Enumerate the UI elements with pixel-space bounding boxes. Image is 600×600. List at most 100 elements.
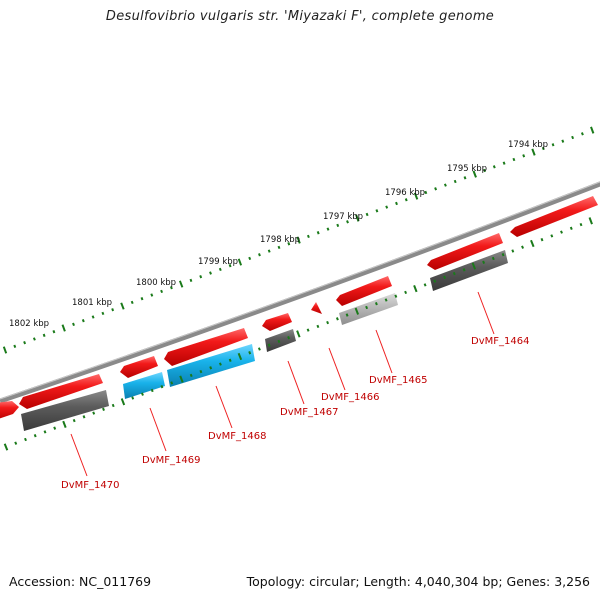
minor-tick [53,426,57,430]
minor-tick [443,275,447,280]
minor-tick [189,373,193,378]
feature-block-cyan[interactable] [123,372,165,399]
minor-tick [326,227,330,231]
minor-tick [52,330,56,334]
cds-arrow[interactable] [19,374,103,409]
minor-tick [267,343,271,347]
minor-tick [199,369,203,374]
leader-line [477,291,495,335]
major-tick [530,239,535,248]
major-tick [2,346,8,354]
genome-backbone [0,181,600,404]
minor-tick [492,165,496,169]
cds-arrow[interactable] [510,196,598,237]
minor-tick [433,279,437,283]
feature-block-grey[interactable] [430,250,508,291]
major-tick [588,217,593,225]
minor-tick [326,320,330,325]
minor-tick [463,176,467,180]
gene-label-dvmf-1464[interactable]: DvMF_1464 [471,336,529,347]
minor-tick [150,388,154,393]
minor-tick [394,294,398,298]
minor-tick [395,201,398,206]
minor-tick [336,223,340,228]
minor-tick [385,205,389,209]
minor-tick [423,283,427,287]
major-tick [296,330,301,338]
minor-tick [346,220,349,224]
major-tick [531,148,536,156]
gene-label-dvmf-1466[interactable]: DvMF_1466 [321,392,379,403]
minor-tick [569,226,573,230]
minor-tick [404,290,408,295]
cds-arrow[interactable] [120,356,158,378]
gene-label-dvmf-1469[interactable]: DvMF_1469 [142,455,200,466]
minor-tick [189,278,193,283]
minor-tick [375,209,379,213]
minor-tick [23,341,27,345]
major-tick [413,285,418,293]
gene-labels: DvMF_1464 DvMF_1465 DvMF_1466 DvMF_1467 … [61,336,529,491]
minor-tick [24,437,27,442]
cds-arrow[interactable] [427,233,503,270]
major-tick [179,375,184,383]
minor-tick [199,275,203,279]
inner-tick-ring [3,217,593,451]
minor-tick [560,230,563,234]
major-tick [355,214,360,222]
cds-arrow[interactable] [336,276,392,306]
minor-tick [316,231,320,235]
minor-tick [131,396,135,400]
feature-block-light-grey[interactable] [339,293,398,325]
minor-tick [365,305,369,310]
minor-tick [502,161,506,165]
minor-tick [335,317,339,321]
minor-tick [140,297,144,301]
minor-tick [521,245,525,249]
minor-tick [561,139,565,143]
minor-tick [540,237,544,242]
gene-label-dvmf-1470[interactable]: DvMF_1470 [61,480,119,491]
tick-label-1796: 1796 kbp [385,188,425,198]
cds-arrow[interactable] [262,313,292,331]
minor-tick [511,249,515,253]
tick-label-1795: 1795 kbp [447,164,487,174]
major-tick [61,324,66,332]
feature-block-cyan[interactable] [167,344,255,387]
accession-text: Accession: NC_011769 [9,574,152,589]
feature-block-grey[interactable] [21,390,109,431]
minor-tick [287,242,291,246]
minor-tick [72,322,75,327]
leader-line [149,407,167,452]
minor-tick [452,271,456,276]
minor-tick [248,351,252,355]
minor-tick [424,190,428,195]
major-tick [62,420,67,428]
minor-tick [483,168,486,173]
feature-block-grey[interactable] [265,329,296,352]
minor-tick [101,311,105,316]
gene-label-dvmf-1468[interactable]: DvMF_1468 [208,431,266,442]
minor-tick [218,267,222,272]
major-tick [590,126,595,134]
tick-label-1798: 1798 kbp [260,235,300,245]
minor-tick [443,183,447,187]
minor-tick [72,418,76,423]
genome-backbone-highlight [0,181,600,400]
scale-labels: 1794 kbp 1795 kbp 1796 kbp 1797 kbp 1798… [9,140,548,329]
minor-tick [160,289,164,294]
minor-tick [14,441,18,445]
cds-arrow[interactable] [311,302,322,314]
cds-arrow[interactable] [0,401,19,420]
minor-tick [316,324,320,329]
minor-tick [374,302,378,306]
minor-tick [91,315,95,319]
leader-line [70,433,88,477]
gene-label-dvmf-1467[interactable]: DvMF_1467 [280,407,338,418]
major-tick [120,398,126,406]
minor-tick [43,430,47,434]
cds-arrow[interactable] [164,328,248,366]
minor-tick [170,381,174,385]
gene-label-dvmf-1465[interactable]: DvMF_1465 [369,375,427,386]
